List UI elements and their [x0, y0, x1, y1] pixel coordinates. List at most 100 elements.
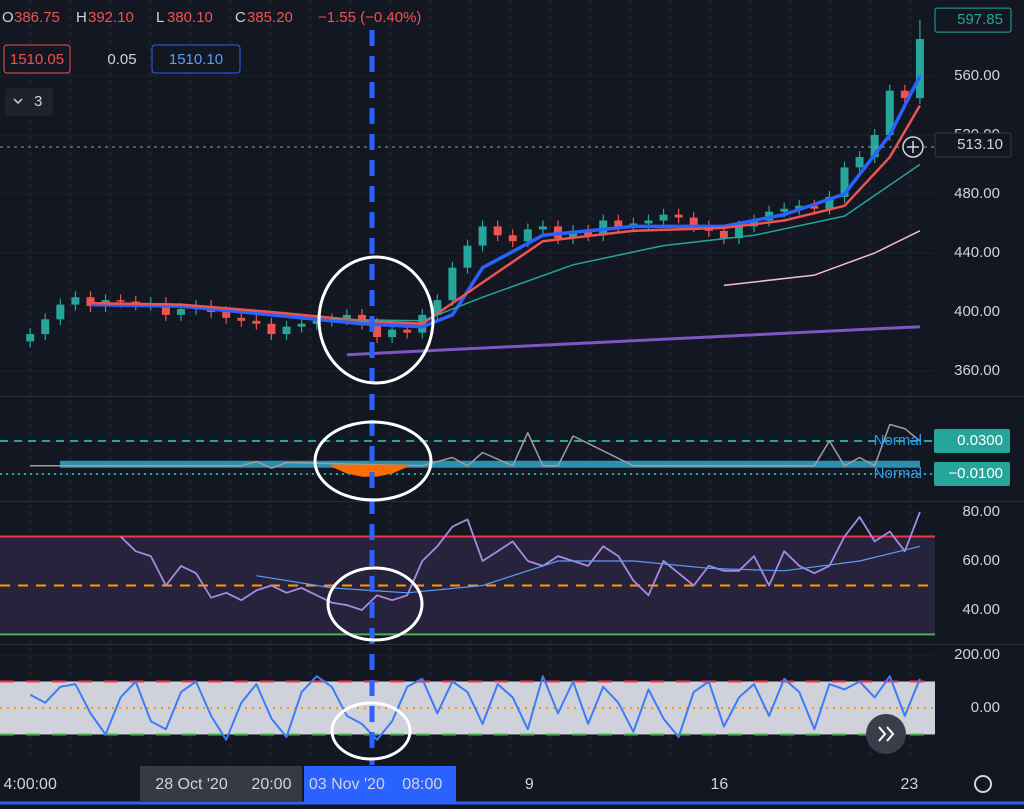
line — [90, 75, 922, 329]
candle-body — [538, 226, 547, 230]
band-label: Normal — [874, 432, 922, 449]
y-tick-label: 200.00 — [954, 646, 1000, 663]
candle-body — [523, 229, 532, 242]
line — [346, 325, 920, 357]
price-label: 513.10 — [957, 136, 1003, 153]
line — [30, 423, 921, 469]
candle-body — [825, 196, 834, 209]
candle-body — [41, 319, 50, 335]
tick-box — [934, 462, 1010, 487]
candle-body — [840, 167, 849, 197]
histogram-base — [60, 460, 920, 468]
time-range-box — [140, 766, 302, 802]
candle-body — [780, 208, 789, 212]
add-icon-plus — [907, 141, 919, 153]
candle-body — [674, 214, 683, 218]
annotation-circle — [313, 420, 433, 502]
line — [90, 104, 921, 326]
y-tick-label: −0.0100 — [948, 465, 1003, 482]
candle-body — [795, 205, 804, 209]
close-value: 385.20 — [247, 9, 293, 26]
candle-body — [734, 226, 743, 239]
open-label: O — [2, 9, 14, 26]
x-tick-label: 9 — [525, 776, 534, 793]
line — [723, 230, 921, 287]
candle-body — [870, 134, 879, 158]
candle-body — [719, 230, 728, 239]
candle-body — [26, 334, 35, 342]
y-tick-label: 560.00 — [954, 67, 1000, 84]
x-tick-label: 4:00:00 — [3, 776, 56, 793]
y-tick-label: 60.00 — [962, 552, 1000, 569]
candle-body — [282, 326, 291, 335]
candle-body — [478, 226, 487, 246]
candle-body — [885, 90, 894, 135]
candle-body — [433, 300, 442, 315]
change-value: −1.55 (−0.40%) — [318, 9, 421, 26]
y-tick-label: 40.00 — [962, 601, 1000, 618]
candle-body — [614, 220, 623, 227]
candle-body — [493, 226, 502, 236]
x-tick-label: 28 Oct '20 — [155, 776, 228, 793]
open-value: 386.75 — [14, 9, 60, 26]
y-tick-label: 80.00 — [962, 503, 1000, 520]
candle-body — [222, 311, 231, 318]
candle-body — [644, 220, 653, 224]
candle-body — [810, 205, 819, 209]
y-tick-label: 360.00 — [954, 362, 1000, 379]
y-tick-label: 0.0300 — [957, 432, 1003, 449]
area — [330, 464, 409, 477]
x-tick-label: 20:00 — [251, 776, 291, 793]
annotation-circle — [326, 566, 424, 642]
y-tick-label: 0.00 — [971, 699, 1000, 716]
line — [29, 675, 921, 741]
candle-body — [403, 329, 412, 333]
buy-price[interactable]: 1510.10 — [169, 51, 223, 68]
candle-body — [855, 157, 864, 168]
high-value: 392.10 — [88, 9, 134, 26]
candle-body — [267, 323, 276, 335]
price-label: 597.85 — [957, 11, 1003, 28]
price-label-box — [934, 7, 1012, 33]
x-axis: 4:00:00 28 Oct '20 20:00 03 Nov '20 08:00 9 16… — [3, 776, 918, 793]
candle-body — [463, 245, 472, 268]
indicators-toggle[interactable] — [5, 88, 53, 116]
time-range-box — [304, 766, 456, 802]
chevron-icon — [13, 98, 23, 105]
sell-button[interactable] — [3, 44, 71, 74]
price-label-box — [934, 132, 1012, 158]
settings-icon[interactable] — [974, 775, 992, 793]
candle-body — [312, 320, 321, 324]
x-tick-label: 08:00 — [402, 776, 442, 793]
indicator-count[interactable]: 3 — [34, 93, 42, 110]
candle-body — [915, 39, 924, 99]
candle-body — [900, 90, 909, 99]
candle-body — [689, 217, 698, 227]
low-value: 380.10 — [167, 9, 213, 26]
spread: 0.05 — [107, 51, 136, 68]
annotation-circle — [317, 255, 435, 385]
candle-body — [161, 303, 170, 315]
candle-body — [448, 267, 457, 301]
candle-body — [373, 323, 382, 338]
candle-body — [569, 230, 578, 239]
candle-body — [71, 297, 80, 305]
candle-body — [237, 317, 246, 321]
candle-body — [297, 323, 306, 327]
candle-body — [252, 320, 261, 324]
candle-body — [86, 297, 95, 307]
candle-body — [388, 329, 397, 338]
y-tick-label: 480.00 — [954, 185, 1000, 202]
band-label: Normal — [874, 465, 922, 482]
scroll-icon — [878, 726, 895, 742]
sell-price[interactable]: 1510.05 — [10, 51, 64, 68]
x-tick-label: 16 — [710, 776, 728, 793]
candle-body — [659, 214, 668, 221]
candle-body — [584, 230, 593, 236]
close-label: C — [235, 9, 246, 26]
tick-box — [934, 428, 1010, 453]
line — [119, 511, 921, 611]
low-label: L — [156, 9, 164, 26]
buy-button[interactable] — [151, 44, 241, 74]
